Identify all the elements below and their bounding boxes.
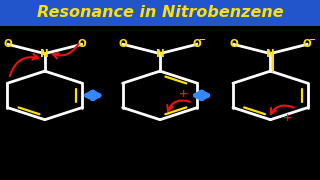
Text: N: N [156, 49, 164, 59]
FancyBboxPatch shape [0, 0, 320, 26]
Text: N: N [40, 49, 49, 59]
Text: O: O [303, 39, 311, 49]
Text: −: − [198, 35, 205, 44]
Text: +: + [179, 89, 188, 99]
Text: +: + [283, 113, 292, 123]
Text: Resonance in Nitrobenzene: Resonance in Nitrobenzene [37, 5, 283, 21]
Text: O: O [192, 39, 201, 49]
Text: N: N [266, 49, 275, 59]
Text: −: − [308, 35, 316, 44]
Text: O: O [4, 39, 12, 49]
Text: O: O [119, 39, 128, 49]
Text: O: O [77, 39, 86, 49]
Text: O: O [229, 39, 238, 49]
